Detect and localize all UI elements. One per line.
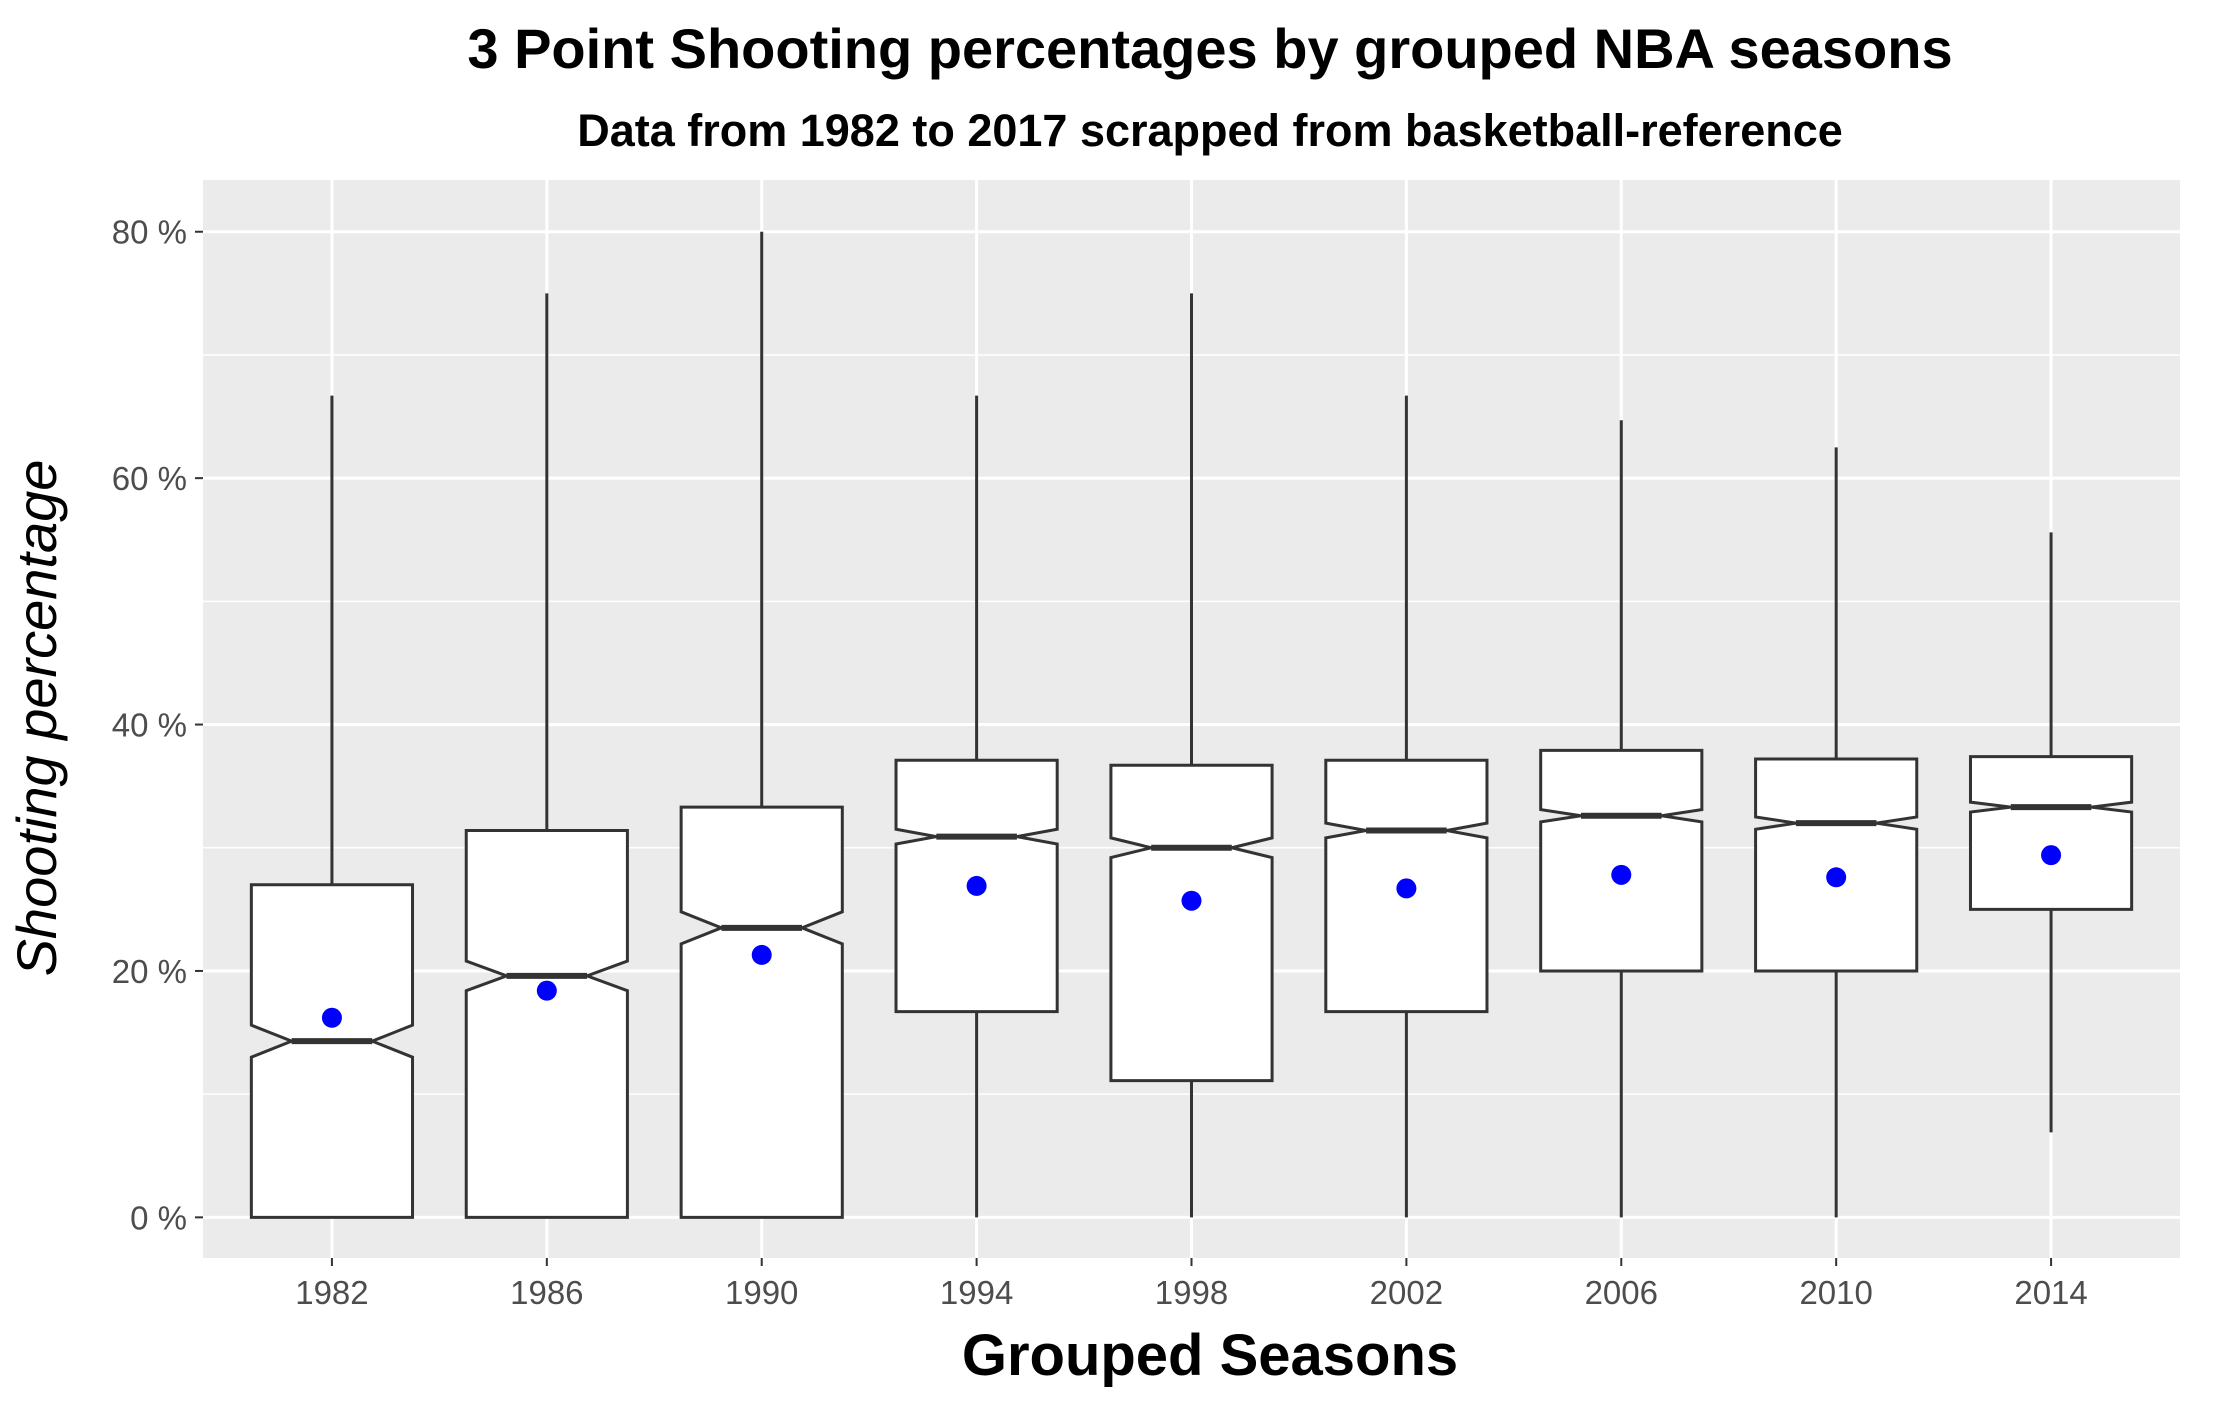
chart-title: 3 Point Shooting percentages by grouped … (467, 17, 1952, 80)
mean-point-1986 (536, 980, 557, 1001)
y-axis: 0 % 20 % 40 % 60 % 80 % (112, 214, 203, 1236)
box-1998 (1109, 293, 1274, 1218)
x-tick-label: 2002 (1370, 1274, 1443, 1311)
notched-box (464, 828, 629, 1219)
y-tick-label: 40 % (112, 707, 187, 744)
mean-point-1998 (1181, 890, 1202, 911)
box-1990 (679, 231, 844, 1219)
box-1986 (464, 293, 629, 1219)
mean-point-2014 (2041, 845, 2062, 866)
y-tick-label: 20 % (112, 953, 187, 990)
x-tick-label: 1986 (510, 1274, 583, 1311)
y-tick-label: 0 % (130, 1199, 187, 1236)
x-axis-title: Grouped Seasons (962, 1323, 1458, 1388)
y-tick-label: 80 % (112, 214, 187, 251)
mean-point-2010 (1826, 867, 1847, 888)
box-2010 (1754, 447, 1919, 1218)
mean-point-1982 (321, 1007, 342, 1028)
notched-box (679, 805, 844, 1219)
notched-box (1539, 748, 1704, 973)
box-layer (249, 231, 2134, 1219)
box-2006 (1539, 420, 1704, 1218)
notched-box (1754, 757, 1919, 973)
mean-point-2002 (1396, 878, 1417, 899)
notched-box (1968, 755, 2134, 911)
x-tick-label: 1990 (725, 1274, 798, 1311)
x-tick-label: 2006 (1585, 1274, 1658, 1311)
mean-point-1990 (751, 944, 772, 965)
box-2014 (1968, 532, 2134, 1133)
mean-point-2006 (1611, 864, 1632, 885)
y-tick-label: 60 % (112, 460, 187, 497)
x-axis: 1982 1986 1990 1994 1998 2002 2006 2010 2014 (295, 1258, 2088, 1311)
x-tick-label: 1982 (295, 1274, 368, 1311)
box-1982 (249, 395, 415, 1219)
x-tick-label: 2014 (2014, 1274, 2087, 1311)
notched-box (249, 883, 415, 1219)
mean-point-1994 (966, 875, 987, 896)
mean-layer (321, 845, 2062, 1028)
x-tick-label: 2010 (1799, 1274, 1872, 1311)
notched-box (1109, 763, 1274, 1083)
y-axis-title: Shooting percentage (5, 460, 68, 977)
x-tick-label: 1998 (1155, 1274, 1228, 1311)
chart-subtitle: Data from 1982 to 2017 scrapped from bas… (577, 105, 1843, 156)
x-tick-label: 1994 (940, 1274, 1013, 1311)
